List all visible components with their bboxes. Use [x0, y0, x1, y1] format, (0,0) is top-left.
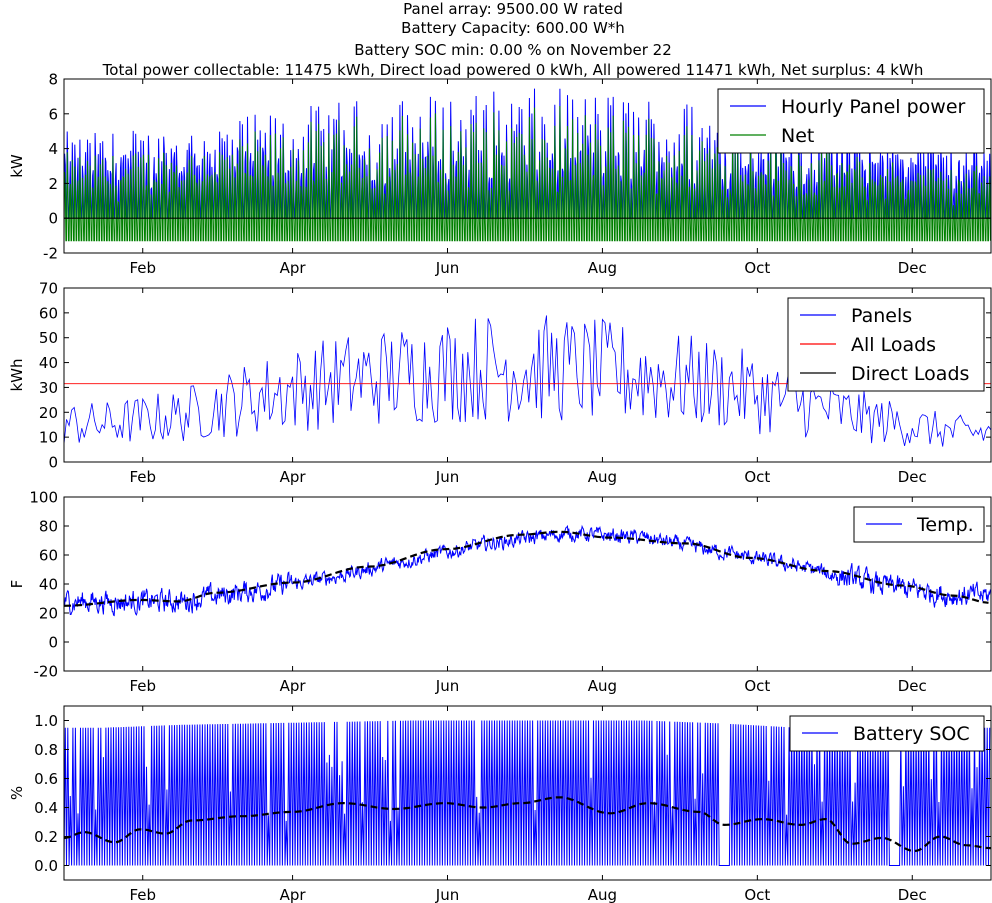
y-tick-label: 50: [39, 329, 58, 347]
y-tick-label: 0: [48, 454, 58, 472]
x-tick-label-feb: Feb: [129, 677, 156, 695]
plot-area-4: [64, 720, 991, 866]
y-tick-label: 0.0: [34, 857, 58, 875]
y-tick-label: 0.6: [34, 770, 58, 788]
x-tick-label-oct: Oct: [744, 677, 770, 695]
y-tick-label: 10: [39, 429, 58, 447]
legend-box: [717, 88, 985, 154]
plot-area-3: [64, 524, 991, 617]
y-tick-label: 4: [48, 140, 58, 158]
series-net: [64, 105, 991, 242]
x-tick-label-aug: Aug: [588, 259, 617, 277]
series-temp: [64, 524, 991, 617]
legend-label: Hourly Panel power: [781, 96, 966, 118]
legend-label: All Loads: [851, 334, 936, 356]
axes-frame: [63, 496, 992, 672]
y-tick-label: 0.8: [34, 741, 58, 759]
y-tick-label: -20: [34, 663, 59, 681]
y-tick-label: 0.4: [34, 799, 58, 817]
y-tick-label: 40: [39, 354, 58, 372]
plot-area-1: [64, 88, 991, 242]
x-tick-label-oct: Oct: [744, 886, 770, 903]
axes-frame: [63, 705, 992, 881]
y-tick-label: 0.2: [34, 828, 58, 846]
legend-label: Net: [781, 125, 814, 147]
x-tick-label-jun: Jun: [435, 677, 459, 695]
y-axis-label: kW: [8, 154, 26, 178]
title-line-1: Panel array: 9500.00 W rated: [403, 0, 623, 18]
chart-panel-4: 0.0 0.2 0.4 0.6 0.8 1.0 Feb Apr Jun Aug Oct Dec% Bat…: [8, 705, 992, 903]
legend: Battery SOC: [789, 715, 985, 752]
y-tick-label: 1.0: [34, 712, 58, 730]
axes-frame: [63, 78, 992, 254]
legend-label: Direct Loads: [851, 363, 969, 385]
y-axis-label: %: [8, 786, 26, 800]
x-tick-label-jun: Jun: [435, 259, 459, 277]
y-tick-label: 100: [29, 489, 58, 507]
x-tick-label-oct: Oct: [744, 259, 770, 277]
figure-title: Panel array: 9500.00 W rated Battery Cap…: [102, 0, 924, 79]
y-tick-label: 20: [39, 404, 58, 422]
axes-frame: [63, 287, 992, 463]
legend-label: Panels: [851, 305, 912, 327]
chart-panel-1: -2 0 2 4 6 8 Feb Apr Jun Aug Oct Dec kW Hourly Panel …: [8, 71, 992, 277]
y-tick-label: 6: [48, 105, 58, 123]
x-tick-label-aug: Aug: [588, 468, 617, 486]
y-tick-label: 60: [39, 547, 58, 565]
y-tick-label: 2: [48, 175, 58, 193]
x-tick-label-aug: Aug: [588, 677, 617, 695]
x-tick-label-feb: Feb: [129, 886, 156, 903]
x-tick-label-jun: Jun: [435, 886, 459, 903]
series-soc-trend: [64, 796, 991, 853]
series-panels: [64, 315, 991, 447]
chart-panel-2: 0 10 20 30 40 50 60 70 Feb Apr Jun Aug Oct Dec kWh Pane…: [8, 280, 992, 486]
x-tick-label-jun: Jun: [435, 468, 459, 486]
legend-label: Temp.: [916, 514, 974, 536]
y-tick-label: 30: [39, 379, 58, 397]
y-tick-label: 20: [39, 605, 58, 623]
x-tick-label-apr: Apr: [280, 677, 307, 695]
legend: Temp.: [853, 506, 985, 543]
x-tick-label-dec: Dec: [898, 468, 927, 486]
legend: Hourly Panel power Net: [717, 88, 985, 154]
y-tick-label: -2: [43, 245, 58, 263]
title-line-4: Total power collectable: 11475 kWh, Dire…: [102, 61, 924, 79]
y-tick-label: 0: [48, 210, 58, 228]
y-tick-label: 60: [39, 304, 58, 322]
x-tick-label-aug: Aug: [588, 886, 617, 903]
y-tick-label: 40: [39, 576, 58, 594]
y-tick-label: 80: [39, 518, 58, 536]
title-line-3: Battery SOC min: 0.00 % on November 22: [354, 41, 672, 59]
series-battery-soc: [64, 720, 991, 866]
x-tick-label-apr: Apr: [280, 468, 307, 486]
chart-panel-3: -20 0 20 40 60 80 100 Feb Apr Jun Aug Oct Dec F Temp.: [8, 489, 992, 695]
x-tick-label-feb: Feb: [129, 468, 156, 486]
series-temp-trend: [64, 530, 989, 607]
y-axis-label: F: [8, 580, 26, 589]
x-tick-label-dec: Dec: [898, 886, 927, 903]
y-axis-label: kWh: [8, 358, 26, 391]
legend: Panels All Loads Direct Loads: [787, 297, 985, 392]
x-tick-label-apr: Apr: [280, 259, 307, 277]
x-tick-label-apr: Apr: [280, 886, 307, 903]
title-line-2: Battery Capacity: 600.00 W*h: [401, 19, 625, 37]
legend-box: [853, 506, 985, 543]
y-tick-label: 0: [48, 634, 58, 652]
x-tick-label-dec: Dec: [898, 259, 927, 277]
x-tick-label-feb: Feb: [129, 259, 156, 277]
x-tick-label-oct: Oct: [744, 468, 770, 486]
x-tick-label-dec: Dec: [898, 677, 927, 695]
legend-label: Battery SOC: [853, 723, 970, 745]
y-tick-label: 8: [48, 71, 58, 89]
y-tick-label: 70: [39, 280, 58, 298]
